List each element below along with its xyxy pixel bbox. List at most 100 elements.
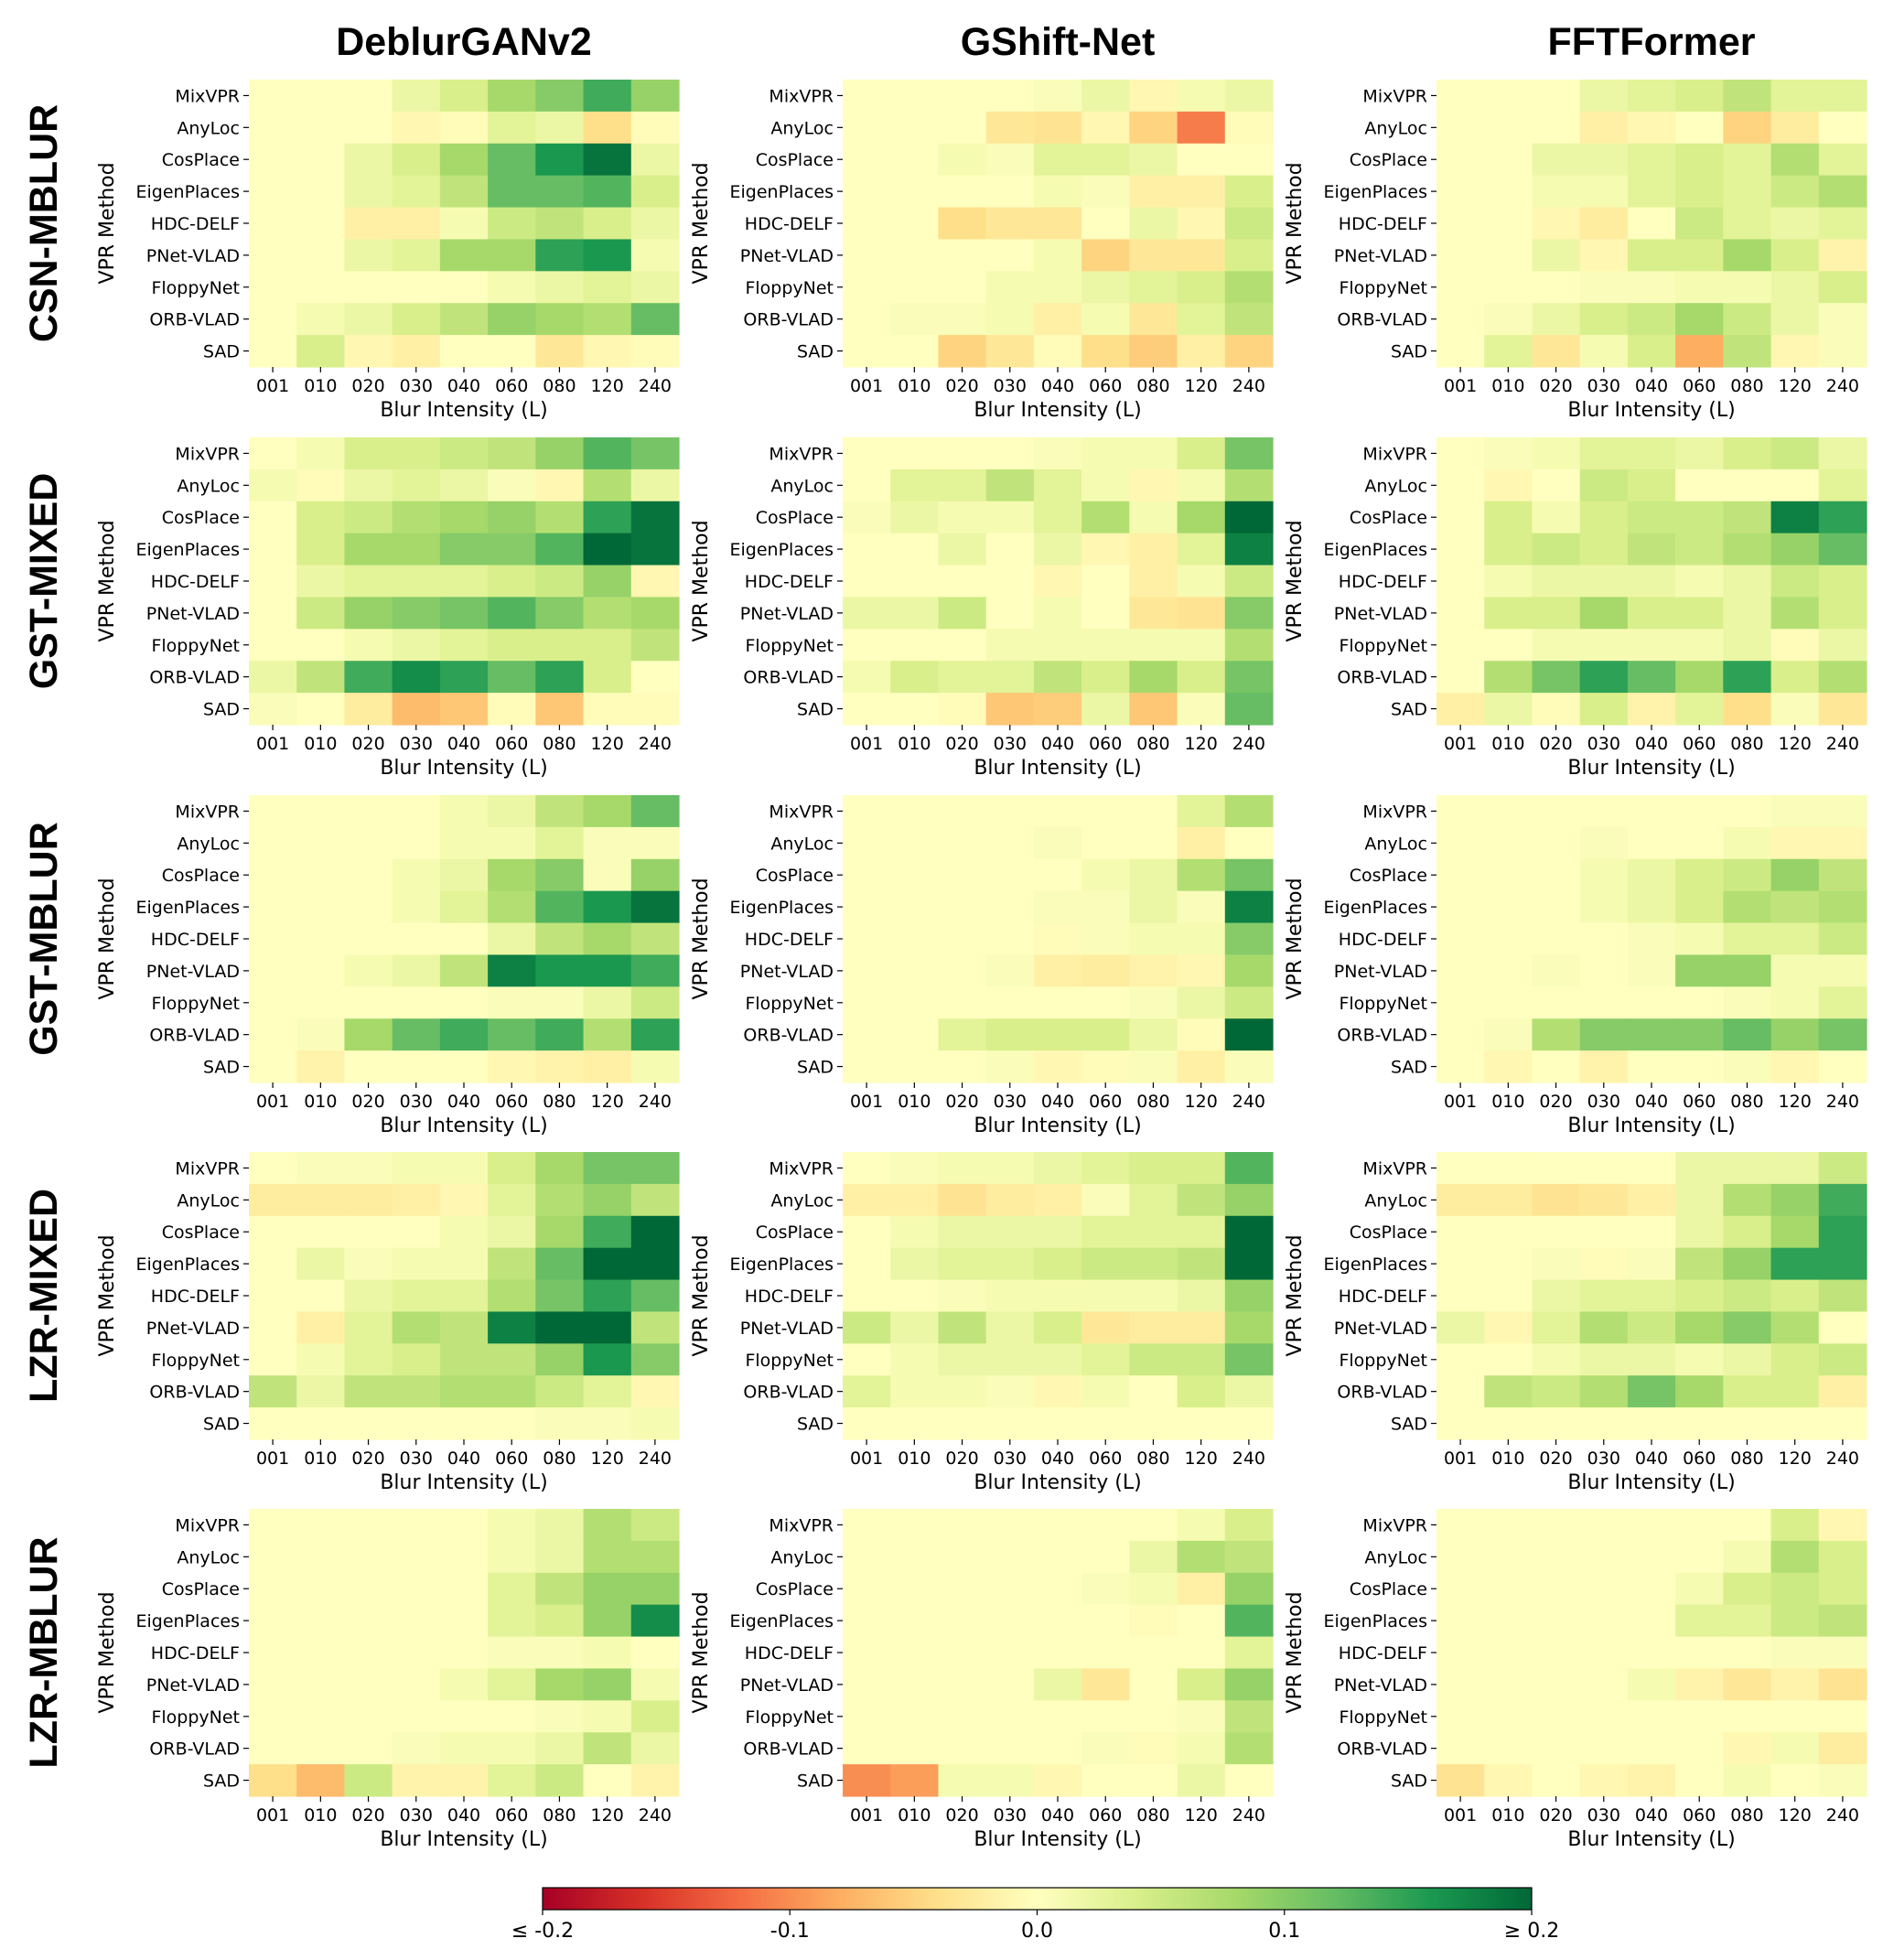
heatmap-panel: MixVPRAnyLocCosPlaceEigenPlacesHDC-DELFP… [690,1152,1274,1494]
heatmap-cell [890,1375,940,1408]
heatmap-cell [1224,80,1274,113]
heatmap-cell [392,1311,441,1344]
heatmap-cell [1129,1668,1178,1701]
x-tick-label: 001 [1444,1448,1477,1469]
heatmap-cell [344,175,393,209]
heatmap-cell [488,565,536,598]
x-tick-label: 001 [256,1805,289,1825]
heatmap-cell [1081,533,1130,566]
x-tick-label: 080 [1730,734,1763,754]
heatmap-cell [1436,1050,1485,1083]
heatmap-cell [985,80,1035,113]
heatmap-cell [583,954,632,987]
x-tick-label: 030 [1587,1805,1620,1825]
heatmap-cell [1818,437,1867,470]
y-tick-label: FloppyNet [745,994,834,1014]
heatmap-cell [1770,468,1820,502]
heatmap-cell [1818,826,1867,860]
heatmap-panel: MixVPRAnyLocCosPlaceEigenPlacesHDC-DELFP… [96,795,680,1137]
heatmap-cell [1177,1668,1226,1701]
heatmap-cell [890,468,940,502]
heatmap-cell [938,468,987,502]
heatmap-cell [439,1018,489,1051]
heatmap-cell [1627,1407,1676,1440]
heatmap-cell [392,693,441,726]
heatmap-cell [1484,1311,1533,1344]
heatmap-cell [488,437,536,470]
heatmap-cell [1579,858,1629,892]
heatmap-cell [296,303,346,336]
heatmap-cell [488,1183,536,1217]
heatmap-cell [1177,1407,1226,1440]
heatmap-cell [1224,1311,1274,1344]
heatmap-cell [1770,1375,1820,1408]
heatmap-cell [535,1764,585,1797]
heatmap-cell [843,1152,891,1185]
heatmap-cell [344,1152,393,1185]
heatmap-cell [890,954,940,987]
heatmap-cell [1033,890,1082,924]
heatmap-cell [1723,858,1772,892]
y-tick-label: HDC-DELF [1339,930,1427,950]
heatmap-cell [249,1311,297,1344]
heatmap-cell [1081,271,1130,304]
x-tick-label: 040 [1041,1448,1074,1469]
heatmap-cell [1532,1152,1581,1185]
heatmap-cell [249,565,297,598]
y-tick-label: SAD [797,1772,834,1792]
heatmap-cell [1129,1375,1178,1408]
heatmap-cell [1579,826,1629,860]
heatmap-cell [890,80,940,113]
heatmap-cell [985,1668,1035,1701]
heatmap-cell [1627,80,1676,113]
heatmap-cell [1224,207,1274,241]
y-tick-label: CosPlace [162,150,240,170]
heatmap-cell [1081,629,1130,662]
heatmap-cell [1224,335,1274,368]
heatmap-cell [1627,239,1676,272]
heatmap-cell [938,1668,987,1701]
heatmap-cell [535,175,585,209]
heatmap-cell [985,1311,1035,1344]
heatmap-cell [1579,271,1629,304]
heatmap-cell [1081,1540,1130,1574]
heatmap-cell [938,335,987,368]
heatmap-cell [1723,437,1772,470]
heatmap-cell [439,1509,489,1542]
heatmap-cell [1436,1343,1485,1376]
heatmap-cell [1675,1509,1724,1542]
heatmap-cell [1627,1700,1676,1733]
y-axis-label: VPR Method [690,520,713,641]
heatmap-cell [344,80,393,113]
heatmap-cell [488,597,536,630]
x-tick-label: 040 [1041,1805,1074,1825]
heatmap-cell [1675,239,1724,272]
heatmap-cell [1436,1279,1485,1313]
x-tick-label: 010 [304,376,337,396]
heatmap-cell [985,207,1035,241]
heatmap-cell [1129,858,1178,892]
heatmap-cell [985,1407,1035,1440]
heatmap-cell [1129,80,1178,113]
heatmap-cell [1177,795,1226,828]
heatmap-cell [583,501,632,534]
heatmap-cell [985,175,1035,209]
heatmap-panel: MixVPRAnyLocCosPlaceEigenPlacesHDC-DELFP… [690,1509,1274,1851]
y-tick-label: FloppyNet [745,278,834,298]
heatmap-cell [890,271,940,304]
heatmap-cell [1177,986,1226,1019]
heatmap-cell [1436,661,1485,694]
y-tick-label: CosPlace [162,508,240,528]
heatmap-cell [1532,1732,1581,1765]
heatmap-cell [1627,1540,1676,1574]
heatmap-cell [1033,629,1082,662]
heatmap-cell [1627,1375,1676,1408]
heatmap-cell [535,1183,585,1217]
heatmap-cell [1579,661,1629,694]
heatmap-cell [1770,1215,1820,1249]
heatmap-cell [1129,468,1178,502]
heatmap-cell [1129,1509,1178,1542]
heatmap-cell [488,111,536,145]
y-tick-label: EigenPlaces [730,540,834,560]
